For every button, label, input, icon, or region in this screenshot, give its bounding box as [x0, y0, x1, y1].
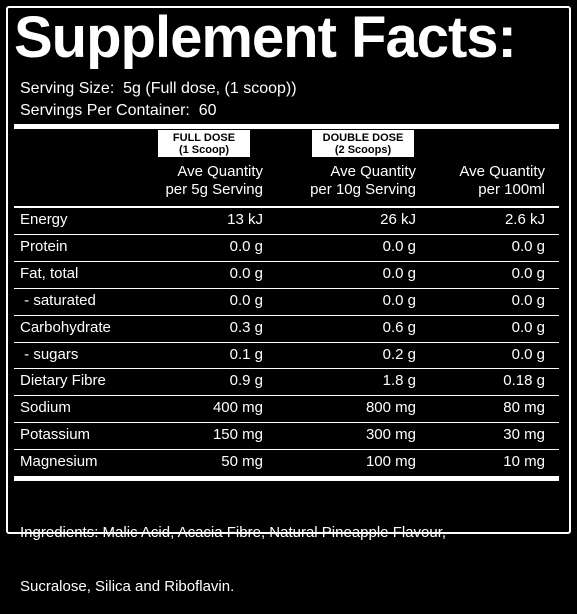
cell-value: 10 mg: [503, 453, 545, 471]
rule: [14, 206, 559, 208]
row-label: Dietary Fibre: [20, 372, 106, 390]
cell-value: 0.0 g: [511, 237, 545, 255]
badge-text: FULL DOSE: [172, 132, 236, 144]
cell-value: 300 mg: [365, 426, 416, 444]
cell-value: 0.0 g: [229, 237, 263, 255]
row-divider: [14, 233, 559, 235]
cell-value: 0.18 g: [503, 372, 545, 390]
cell-value: 1.8 g: [382, 372, 416, 390]
label-frame: [6, 6, 571, 534]
row-label: - saturated: [20, 291, 96, 309]
row-divider: [14, 341, 559, 343]
badge-text: (1 Scoop): [178, 144, 230, 156]
column-header: per 10g Serving: [310, 181, 416, 198]
cell-value: 26 kJ: [380, 211, 416, 228]
column-header: per 5g Serving: [165, 181, 263, 198]
servings-per-container: Servings Per Container: 60: [20, 102, 217, 119]
page: Supplement Facts: Serving Size: 5g (Full…: [6, 5, 571, 595]
row-label: Sodium: [20, 399, 71, 417]
cell-value: 0.9 g: [229, 372, 263, 390]
cell-value: 80 mg: [503, 399, 545, 417]
cell-value: 2.6 kJ: [504, 211, 545, 228]
row-label: Carbohydrate: [20, 318, 111, 336]
thick-rule: [14, 124, 559, 129]
row-label: Fat, total: [20, 264, 79, 282]
badge-text: DOUBLE DOSE: [322, 132, 404, 144]
cell-value: 150 mg: [212, 426, 263, 444]
row-divider: [14, 395, 559, 397]
cell-value: 0.0 g: [511, 345, 545, 363]
cell-value: 400 mg: [212, 399, 263, 417]
row-label: Magnesium: [20, 453, 98, 471]
cell-value: 800 mg: [365, 399, 416, 417]
row-divider: [14, 287, 559, 289]
cell-value: 0.0 g: [511, 291, 545, 309]
cell-value: 0.0 g: [382, 237, 416, 255]
cell-value: 0.0 g: [229, 264, 263, 282]
cell-value: 30 mg: [503, 426, 545, 444]
cell-value: 0.0 g: [511, 318, 545, 336]
row-divider: [14, 314, 559, 316]
cell-value: 0.2 g: [382, 345, 416, 363]
row-label: Protein: [20, 237, 68, 255]
row-label: Potassium: [20, 426, 91, 444]
title: Supplement Facts:: [14, 5, 517, 70]
cell-value: 0.0 g: [511, 264, 545, 282]
cell-value: 0.0 g: [229, 291, 263, 309]
column-header: Ave Quantity: [177, 163, 263, 180]
cell-value: 0.3 g: [229, 318, 263, 336]
thick-rule: [14, 476, 559, 481]
cell-value: 13 kJ: [227, 211, 263, 228]
cell-value: 0.0 g: [382, 291, 416, 309]
badge-text: (2 Scoops): [334, 144, 392, 156]
cell-value: 0.1 g: [229, 345, 263, 363]
row-divider: [14, 260, 559, 262]
column-header: Ave Quantity: [459, 163, 545, 180]
column-header: Ave Quantity: [330, 163, 416, 180]
ingredients-line: Ingredients: Malic Acid, Acacia Fibre, N…: [20, 524, 447, 541]
row-divider: [14, 368, 559, 370]
dose-badge: DOUBLE DOSE (2 Scoops): [312, 130, 414, 157]
serving-size: Serving Size: 5g (Full dose, (1 scoop)): [20, 80, 297, 97]
cell-value: 0.6 g: [382, 318, 416, 336]
row-label: - sugars: [20, 345, 79, 363]
cell-value: 50 mg: [221, 453, 263, 471]
dose-badge: FULL DOSE (1 Scoop): [158, 130, 250, 157]
cell-value: 0.0 g: [382, 264, 416, 282]
ingredients-line: Sucralose, Silica and Riboflavin.: [20, 578, 235, 595]
cell-value: 100 mg: [365, 453, 416, 471]
row-divider: [14, 449, 559, 451]
column-header: per 100ml: [478, 181, 545, 198]
row-divider: [14, 422, 559, 424]
ingredients: Ingredients: Malic Acid, Acacia Fibre, N…: [20, 488, 446, 614]
row-label: Energy: [20, 211, 68, 228]
